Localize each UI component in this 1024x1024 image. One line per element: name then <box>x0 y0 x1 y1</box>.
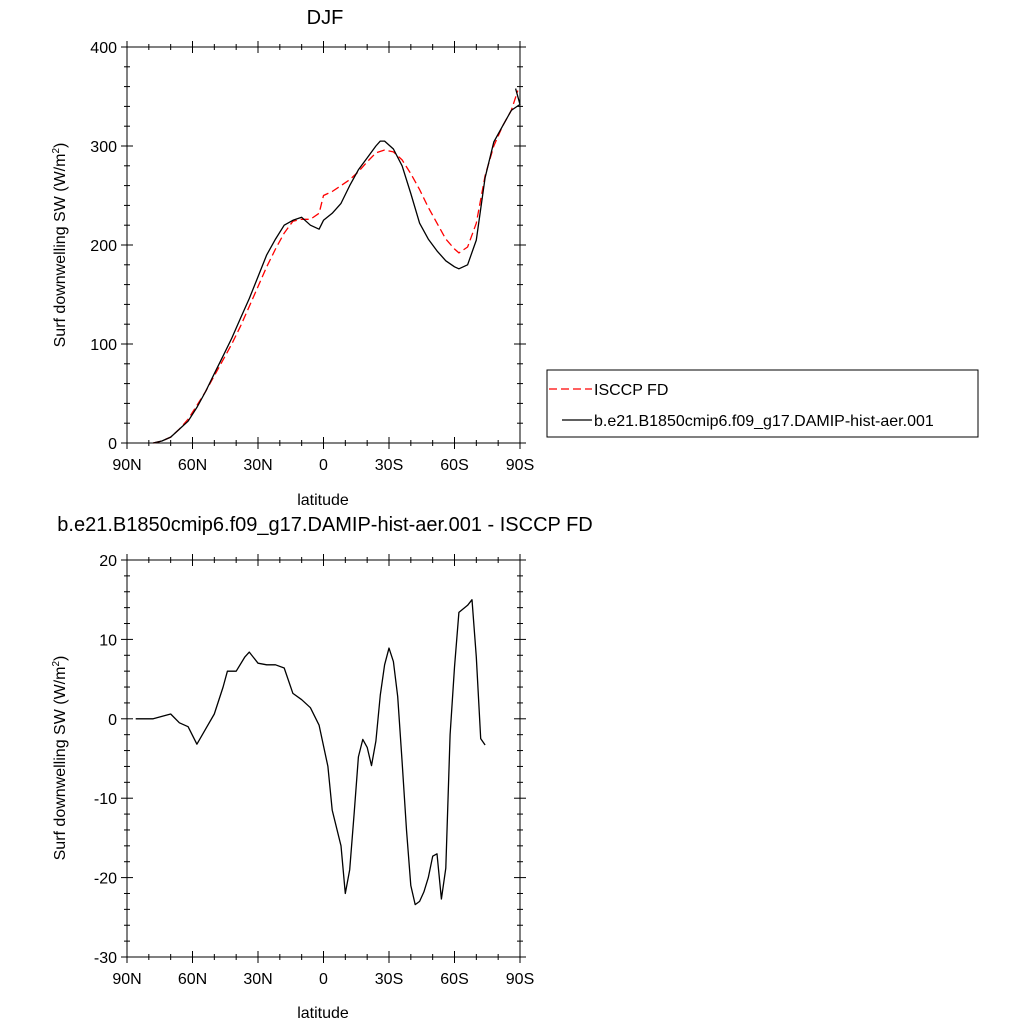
series-line-0 <box>135 599 486 906</box>
chart-djf: DJF 0 100 200 300 400 90N 60N 30N 0 30S 60S 90S la… <box>51 7 534 509</box>
x-axis-label: latitude <box>297 492 349 509</box>
series-lines <box>135 599 486 906</box>
x-tick-label: 30N <box>243 457 272 474</box>
chart-difference: b.e21.B1850cmip6.f09_g17.DAMIP-hist-aer.… <box>51 514 593 1022</box>
series-line-0 <box>153 90 519 444</box>
y-tick-label: 300 <box>90 139 117 156</box>
series-lines <box>153 88 521 444</box>
x-tick-label: 90S <box>506 457 534 474</box>
y-tick-label: 100 <box>90 337 117 354</box>
x-tick-label: 30S <box>375 971 403 988</box>
chart-title: b.e21.B1850cmip6.f09_g17.DAMIP-hist-aer.… <box>57 514 592 536</box>
x-tick-label: 90N <box>112 457 141 474</box>
legend-label-isccp: ISCCP FD <box>594 382 668 399</box>
legend-label-model: b.e21.B1850cmip6.f09_g17.DAMIP-hist-aer.… <box>594 413 934 430</box>
y-tick-label: -10 <box>94 791 117 808</box>
y-tick-label: 200 <box>90 238 117 255</box>
x-tick-label: 90S <box>506 971 534 988</box>
axis-ticks <box>121 41 526 449</box>
y-tick-label: -20 <box>94 871 117 888</box>
y-tick-label: 0 <box>108 712 117 729</box>
x-tick-label: 60N <box>178 457 207 474</box>
x-tick-label: 60N <box>178 971 207 988</box>
y-tick-label: 400 <box>90 40 117 57</box>
y-axis-label: Surf downwelling SW (W/m2) <box>51 656 69 861</box>
y-axis-label: Surf downwelling SW (W/m2) <box>51 143 69 348</box>
x-tick-labels: 90N 60N 30N 0 30S 60S 90S <box>112 971 534 988</box>
y-axis-label-sup: 2 <box>51 148 62 154</box>
series-line-1 <box>153 88 521 444</box>
y-tick-labels: 0 100 200 300 400 <box>90 40 117 453</box>
y-tick-label: 10 <box>99 632 117 649</box>
x-tick-label: 0 <box>319 457 328 474</box>
legend: ISCCP FD b.e21.B1850cmip6.f09_g17.DAMIP-… <box>546 369 979 438</box>
y-tick-labels: -30 -20 -10 0 10 20 <box>94 553 117 967</box>
y-axis-label-sup: 2 <box>51 661 62 667</box>
x-axis-label: latitude <box>297 1005 349 1022</box>
x-tick-label: 30N <box>243 971 272 988</box>
x-tick-label: 60S <box>440 971 468 988</box>
plot-frame <box>126 46 521 444</box>
chart-title: DJF <box>307 7 344 29</box>
y-tick-label: -30 <box>94 950 117 967</box>
x-tick-label: 90N <box>112 971 141 988</box>
y-axis-label-main: Surf downwelling SW (W/m <box>52 154 69 348</box>
y-tick-label: 0 <box>108 436 117 453</box>
x-tick-label: 30S <box>375 457 403 474</box>
x-tick-label: 0 <box>319 971 328 988</box>
axis-ticks <box>121 554 526 963</box>
y-axis-label-close: ) <box>52 143 69 148</box>
y-axis-label-close: ) <box>52 656 69 661</box>
legend-frame <box>546 369 979 438</box>
y-axis-label-main: Surf downwelling SW (W/m <box>52 667 69 861</box>
plot-frame <box>126 559 521 958</box>
y-tick-label: 20 <box>99 553 117 570</box>
x-tick-labels: 90N 60N 30N 0 30S 60S 90S <box>112 457 534 474</box>
x-tick-label: 60S <box>440 457 468 474</box>
